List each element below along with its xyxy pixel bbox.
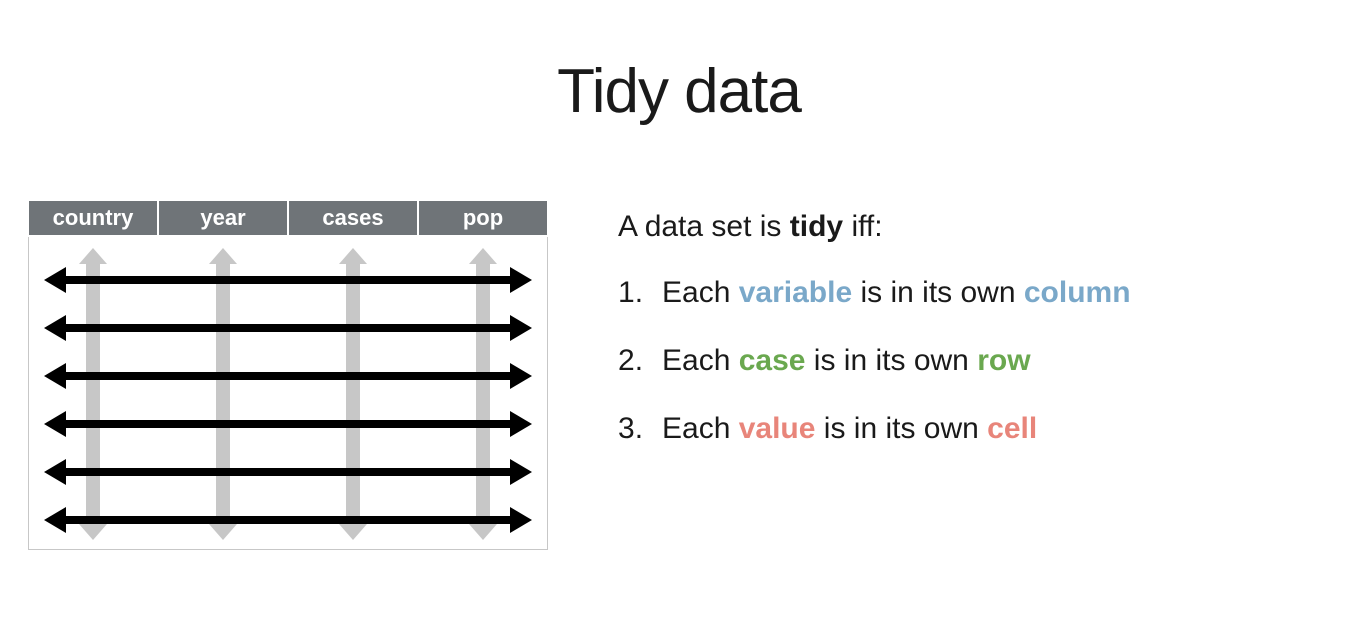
definition-intro: A data set is tidy iff: [618, 210, 1338, 244]
rule-keyword-1: case [739, 344, 806, 377]
intro-bold: tidy [790, 210, 843, 243]
rules-list: Each variable is in its own columnEach c… [618, 272, 1338, 450]
rule-item-3: Each value is in its own cell [618, 408, 1338, 450]
page-title: Tidy data [0, 56, 1358, 127]
rule-keyword-2: cell [987, 412, 1037, 445]
table-header-year: year [200, 205, 246, 230]
table-header-country: country [53, 205, 134, 230]
rule-keyword-1: variable [739, 276, 852, 309]
definition-column: A data set is tidy iff: Each variable is… [618, 200, 1338, 476]
rule-pre: Each [662, 276, 739, 309]
tidy-table-diagram: country year cases pop [28, 200, 548, 555]
rule-mid: is in its own [805, 344, 977, 377]
intro-suffix: iff: [843, 210, 882, 243]
rule-keyword-2: row [977, 344, 1030, 377]
rule-pre: Each [662, 412, 739, 445]
rule-item-1: Each variable is in its own column [618, 272, 1338, 314]
intro-prefix: A data set is [618, 210, 790, 243]
rule-pre: Each [662, 344, 739, 377]
rule-keyword-1: value [739, 412, 816, 445]
table-header-pop: pop [463, 205, 503, 230]
rule-mid: is in its own [815, 412, 987, 445]
tidy-table-svg: country year cases pop [28, 200, 548, 550]
rule-item-2: Each case is in its own row [618, 340, 1338, 382]
rule-keyword-2: column [1024, 276, 1131, 309]
rule-mid: is in its own [852, 276, 1024, 309]
content-row: country year cases pop A data set is tidy i… [28, 200, 1338, 555]
table-header-cases: cases [322, 205, 383, 230]
